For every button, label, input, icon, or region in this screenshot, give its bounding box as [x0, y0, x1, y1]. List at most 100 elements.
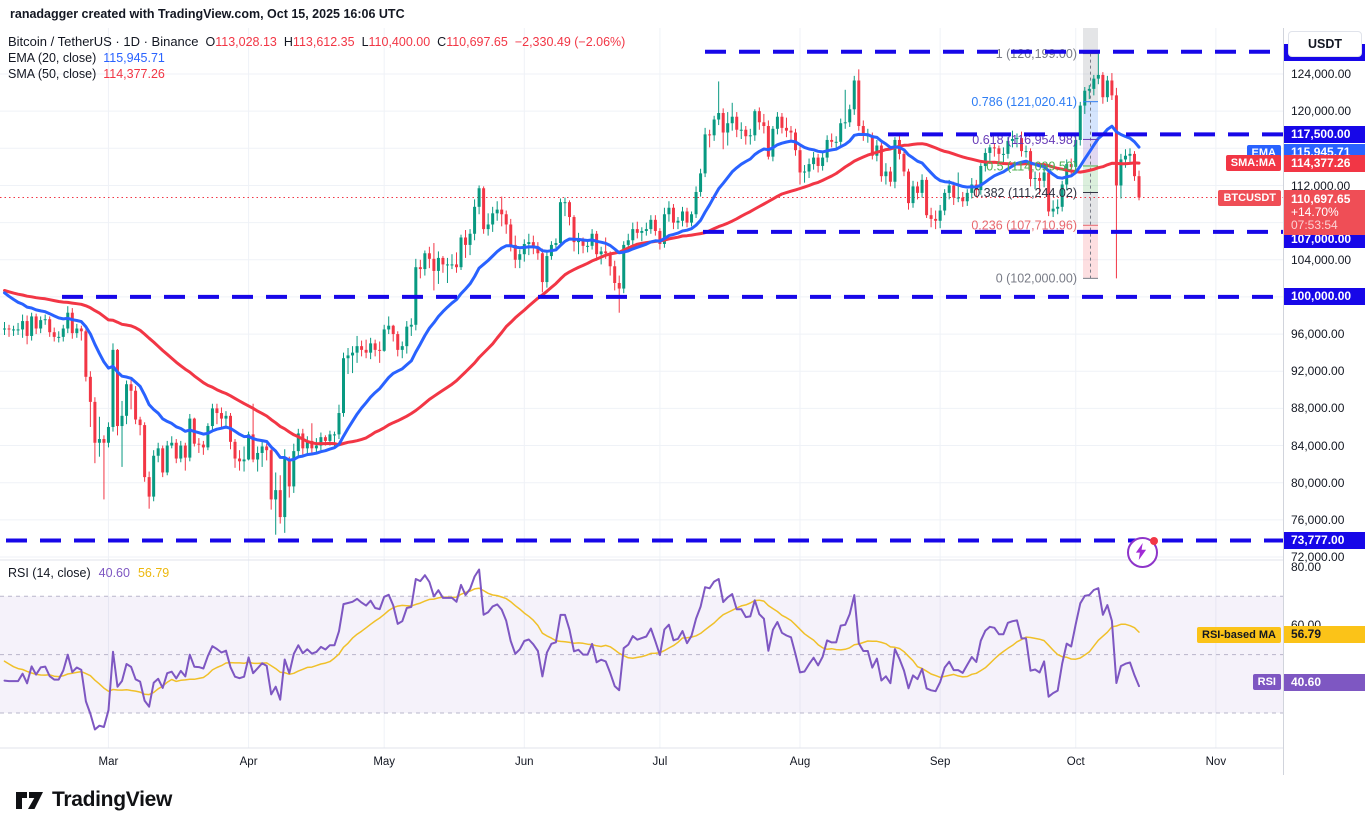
- ema-label: EMA (20, close): [8, 51, 97, 65]
- time-axis-label[interactable]: Aug: [790, 756, 810, 768]
- candle-body: [129, 384, 133, 391]
- candle-body: [3, 328, 6, 330]
- sma-pill: SMA:MA: [1225, 155, 1281, 172]
- candle-body: [902, 153, 906, 172]
- candle-body: [52, 332, 56, 337]
- candle-body: [70, 312, 74, 334]
- rsi-ma-value: 56.79: [137, 566, 170, 580]
- time-axis-label[interactable]: Oct: [1067, 756, 1086, 768]
- candle-body: [739, 129, 743, 131]
- candle-body: [916, 186, 920, 193]
- candle-body: [224, 415, 228, 419]
- candle-body: [671, 207, 675, 223]
- candle-body: [323, 437, 327, 441]
- candle-body: [93, 401, 97, 443]
- candle-body: [174, 442, 178, 459]
- price-tick-label: 124,000.00: [1291, 67, 1352, 81]
- candle-body: [396, 334, 400, 350]
- candle-body: [165, 445, 169, 473]
- candle-body: [1074, 139, 1078, 167]
- candle-body: [726, 123, 730, 133]
- sma-legend-row: SMA (50, close) 114,377.26: [8, 67, 625, 82]
- candle-body: [337, 413, 341, 435]
- candle-body: [961, 197, 965, 202]
- time-axis-label[interactable]: Sep: [930, 756, 950, 768]
- candle-body: [25, 321, 29, 336]
- candle-body: [1060, 184, 1064, 207]
- candle-body: [884, 171, 888, 177]
- candle-body: [929, 215, 933, 219]
- candle-body: [748, 135, 752, 137]
- price-scale[interactable]: USDT 124,000.00 120,000.00 112,000.00 104,0…: [1283, 28, 1365, 775]
- candle-body: [66, 312, 70, 329]
- candle-body: [531, 242, 535, 247]
- candle-body: [658, 230, 662, 244]
- candle-body: [870, 135, 874, 156]
- candle-body: [1101, 74, 1105, 98]
- tradingview-logo[interactable]: TradingView: [16, 788, 172, 812]
- alert-lightning-icon[interactable]: [1127, 537, 1158, 568]
- candle-body: [287, 458, 291, 487]
- price-tick-label: 72,000.00: [1291, 550, 1345, 564]
- rsi-value: 40.60: [98, 566, 130, 580]
- price-tick-label: 80,000.00: [1291, 475, 1345, 490]
- price-tick-label: 120,000.00: [1291, 104, 1352, 119]
- time-axis-label[interactable]: Mar: [99, 756, 119, 768]
- candle-body: [979, 165, 983, 191]
- price-tick-label: 88,000.00: [1291, 401, 1345, 416]
- candle-body: [43, 319, 47, 321]
- candle-body: [373, 343, 377, 350]
- candle-body: [486, 224, 490, 230]
- candle-body: [120, 415, 124, 427]
- candle-body: [599, 251, 603, 255]
- candle-body: [134, 390, 138, 420]
- candle-body: [310, 440, 314, 449]
- symbol-price-badge: 110,697.65 +14.70% 07:53:54: [1284, 189, 1365, 235]
- rsi-pill: RSI: [1252, 674, 1281, 690]
- candle-body: [676, 220, 680, 223]
- time-axis-label[interactable]: Apr: [240, 756, 258, 768]
- time-axis-label[interactable]: Jun: [515, 756, 534, 768]
- candle-body: [1133, 153, 1136, 177]
- candle-body: [843, 122, 847, 124]
- time-axis-label[interactable]: Jul: [653, 756, 668, 768]
- candle-body: [274, 490, 278, 500]
- candle-body: [432, 258, 436, 271]
- candle-body: [1083, 90, 1087, 106]
- price-chart-canvas[interactable]: 1 (126,199.00)0.786 (121,020.41)0.618 (1…: [0, 28, 1283, 775]
- candle-body: [296, 433, 300, 452]
- candle-body: [558, 202, 562, 244]
- fib-fill: [1083, 192, 1098, 226]
- candle-body: [807, 164, 811, 172]
- time-axis-label[interactable]: May: [373, 756, 395, 768]
- candle-body: [418, 267, 422, 270]
- candle-body: [34, 316, 38, 329]
- candle-body: [57, 336, 61, 338]
- candle-body: [947, 185, 951, 193]
- candle-body: [699, 173, 703, 192]
- candle-body: [79, 328, 83, 332]
- main-legend: Bitcoin / TetherUS · 1D · Binance O113,0…: [8, 34, 625, 83]
- candle-body: [1038, 178, 1042, 181]
- currency-toggle-button[interactable]: USDT: [1288, 31, 1362, 57]
- price-tick-label: 76,000.00: [1291, 512, 1345, 527]
- candle-body: [766, 126, 770, 157]
- candle-body: [622, 244, 626, 289]
- candle-body: [1024, 151, 1028, 153]
- candle-body: [319, 437, 323, 446]
- candle-body: [1137, 176, 1141, 198]
- candle-body: [360, 346, 364, 350]
- chart-area[interactable]: 1 (126,199.00) 0.786 (121,020.41) 0.618 (1…: [0, 28, 1365, 775]
- candle-body: [378, 349, 382, 351]
- candle-body: [1119, 159, 1123, 186]
- candle-body: [97, 439, 101, 443]
- candle-body: [473, 206, 477, 234]
- fib-level-label: 0.786 (121,020.41): [971, 95, 1077, 109]
- time-axis-label[interactable]: Nov: [1206, 756, 1227, 768]
- candle-body: [735, 116, 739, 130]
- candle-body: [1110, 80, 1114, 96]
- tradingview-mark-icon: [16, 791, 43, 809]
- candle-body: [992, 147, 996, 149]
- price-tick-label: 104,000.00: [1291, 252, 1352, 267]
- candle-body: [775, 116, 779, 129]
